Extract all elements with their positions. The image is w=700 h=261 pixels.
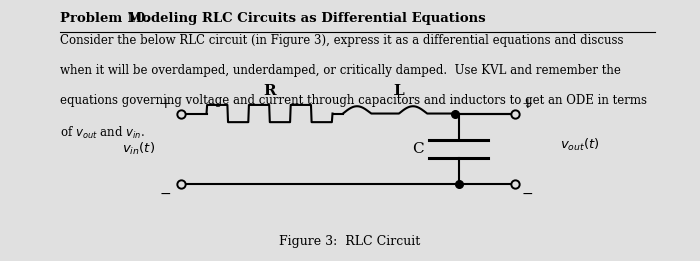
Text: $v_{out}(t)$: $v_{out}(t)$: [560, 137, 600, 153]
Text: Consider the below RLC circuit (in Figure 3), express it as a differential equat: Consider the below RLC circuit (in Figur…: [60, 34, 623, 48]
Text: R: R: [263, 84, 276, 98]
Text: −: −: [160, 187, 171, 201]
Text: −: −: [522, 187, 533, 201]
Text: Problem 10.: Problem 10.: [60, 12, 150, 25]
Text: +: +: [160, 97, 171, 111]
Text: Figure 3:  RLC Circuit: Figure 3: RLC Circuit: [279, 235, 421, 248]
Text: when it will be overdamped, underdamped, or critically damped.  Use KVL and reme: when it will be overdamped, underdamped,…: [60, 64, 620, 78]
Text: Modeling RLC Circuits as Differential Equations: Modeling RLC Circuits as Differential Eq…: [123, 12, 486, 25]
Text: C: C: [412, 142, 423, 156]
Text: of $v_{out}$ and $v_{in}$.: of $v_{out}$ and $v_{in}$.: [60, 124, 144, 141]
Text: L: L: [393, 84, 405, 98]
Text: +: +: [522, 97, 533, 111]
Text: $v_{in}(t)$: $v_{in}(t)$: [122, 141, 155, 157]
Text: equations governing voltage and current through capacitors and inductors to get : equations governing voltage and current …: [60, 94, 647, 108]
